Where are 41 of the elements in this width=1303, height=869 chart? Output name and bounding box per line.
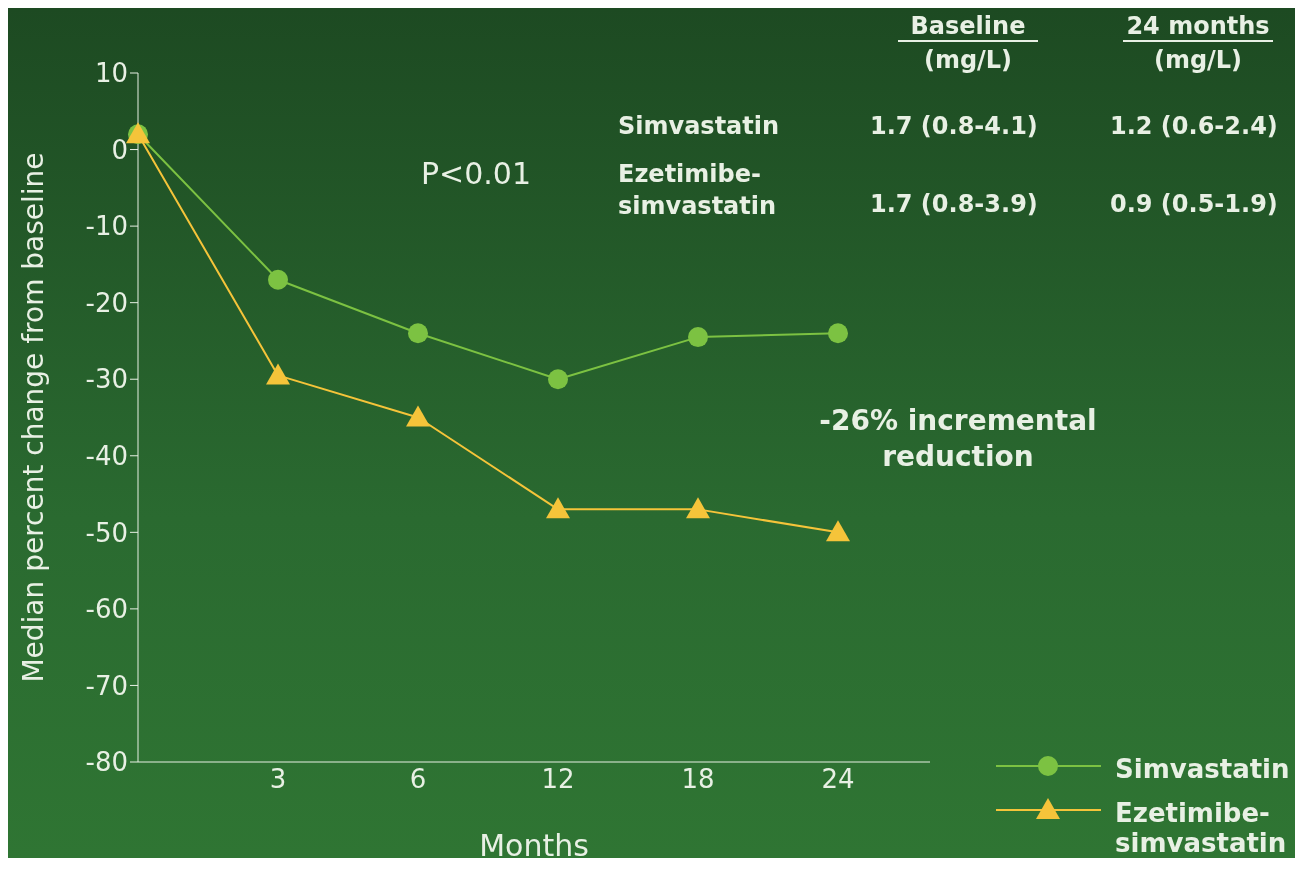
x-tick-label: 24 — [821, 764, 855, 795]
y-tick-label: -50 — [85, 517, 128, 548]
point — [266, 363, 290, 385]
y-tick-label: -80 — [85, 747, 128, 778]
y-tick-label: -20 — [85, 287, 128, 318]
annotation: Ezetimibe-simvastatin — [618, 159, 778, 222]
y-tick-label: 10 — [94, 58, 128, 89]
x-tick-label: 6 — [409, 764, 427, 795]
point — [826, 520, 850, 542]
point — [828, 323, 848, 344]
point — [406, 405, 430, 427]
point — [688, 327, 708, 348]
x-tick-label: 18 — [681, 764, 715, 795]
y-tick-label: -10 — [85, 211, 128, 242]
x-tick-label: 3 — [269, 764, 287, 795]
y-tick-label: -60 — [85, 594, 128, 625]
legend-label: Simvastatin — [1115, 754, 1290, 784]
y-tick-label: 0 — [111, 134, 128, 165]
annotation: (mg/L) — [922, 46, 1014, 74]
text: 0.9 (0.5-1.9) — [1110, 190, 1278, 218]
annotation: 1.7 (0.8-3.9) — [870, 190, 1038, 218]
y-tick-label: -40 — [85, 441, 128, 472]
point — [686, 497, 710, 519]
x-tick-label: 12 — [541, 764, 575, 795]
annotation: 1.7 (0.8-4.1) — [870, 112, 1038, 140]
y-tick-label: -70 — [85, 670, 128, 701]
y-tick-label: -30 — [85, 364, 128, 395]
annotation: Simvastatin — [618, 112, 780, 140]
text: 24 months — [1123, 12, 1273, 42]
annotation: -26% incremental reduction — [818, 402, 1098, 475]
point — [546, 497, 570, 519]
text: (mg/L) — [1152, 46, 1244, 74]
legend-label: Ezetimibe-simvastatin — [1115, 798, 1288, 858]
annotation: P<0.01 — [421, 155, 532, 191]
x-axis-title: Months — [479, 828, 589, 863]
point — [268, 269, 288, 290]
y-axis-title: Median percent change from baseline — [16, 152, 50, 683]
point — [548, 369, 568, 390]
text: 1.2 (0.6-2.4) — [1110, 112, 1278, 140]
point — [408, 323, 428, 344]
text: Baseline — [898, 12, 1038, 42]
